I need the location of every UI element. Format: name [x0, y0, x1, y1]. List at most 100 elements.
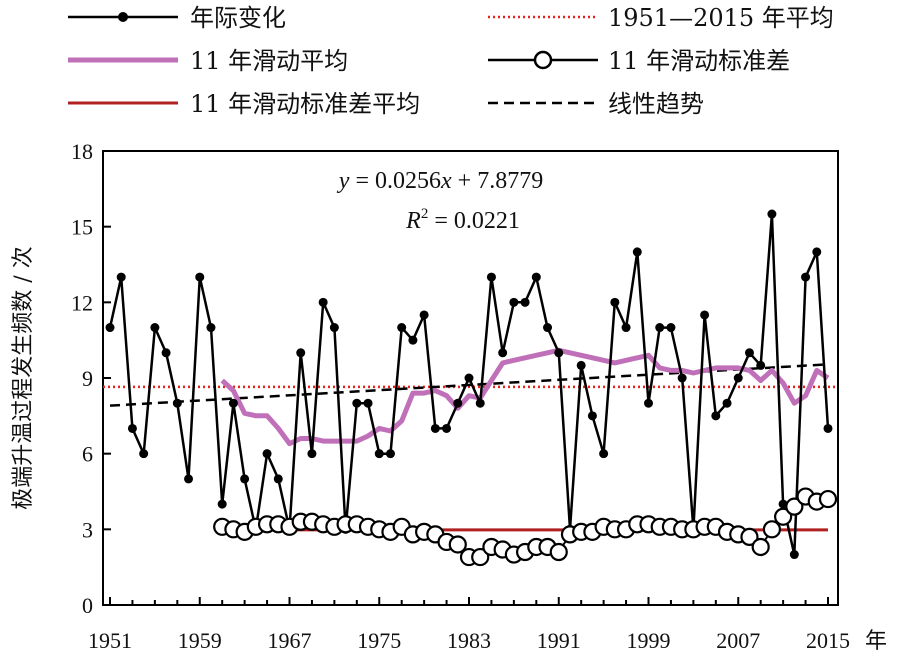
- annual-point: [296, 348, 306, 358]
- annual-point: [677, 373, 687, 383]
- r-squared: R2 = 0.0221: [405, 206, 520, 234]
- x-tick-label: 1967: [268, 628, 312, 653]
- annual-point: [195, 272, 205, 282]
- r2-r: R: [405, 208, 421, 234]
- annual-point: [430, 423, 440, 433]
- annual-point: [475, 398, 485, 408]
- moving-std-point: [549, 542, 568, 562]
- x-tick-label: 1983: [447, 628, 491, 653]
- annual-point: [150, 323, 160, 333]
- x-tick-label: 1959: [178, 628, 222, 653]
- x-tick-label: 2007: [716, 628, 760, 653]
- legend-item-annual: 年际变化: [68, 4, 286, 32]
- x-tick-label: 1951: [88, 628, 132, 653]
- annual-point: [240, 474, 250, 484]
- annual-point: [307, 449, 317, 459]
- y-tick-label: 3: [82, 517, 93, 542]
- annual-point: [767, 209, 777, 219]
- annual-point: [172, 398, 182, 408]
- eq-intercept: + 7.8779: [452, 168, 544, 194]
- annual-point: [105, 323, 115, 333]
- annual-point: [756, 360, 766, 370]
- legend-item-mean-period: 1951—2015 年平均: [488, 4, 834, 32]
- x-tick-label: 1975: [357, 628, 401, 653]
- y-tick-label: 6: [82, 442, 93, 467]
- annual-point: [744, 348, 754, 358]
- moving-std-point: [740, 527, 759, 547]
- annual-point: [228, 398, 238, 408]
- annual-point: [419, 310, 429, 320]
- annual-point: [318, 297, 328, 307]
- annual-point: [374, 449, 384, 459]
- legend-label-trend: 线性趋势: [608, 90, 704, 118]
- annual-point: [722, 398, 732, 408]
- annual-point: [498, 348, 508, 358]
- annual-point: [644, 398, 653, 408]
- annual-point: [599, 449, 609, 459]
- legend-label-annual: 年际变化: [190, 4, 286, 32]
- y-tick-label: 15: [71, 215, 93, 240]
- annual-point: [823, 423, 833, 433]
- annual-point: [184, 474, 194, 484]
- moving-std-point: [448, 535, 467, 554]
- annual-point: [139, 449, 149, 459]
- annual-point: [543, 323, 553, 333]
- legend-label-mean-period: 1951—2015 年平均: [608, 4, 834, 32]
- annual-point: [531, 272, 541, 282]
- moving-std-point: [471, 547, 490, 567]
- legend-item-trend: 线性趋势: [488, 90, 704, 118]
- r2-sup: 2: [421, 206, 429, 222]
- x-axis-unit-label: 年: [865, 628, 887, 653]
- legend-item-moving-std-mean: 11 年滑动标准差平均: [68, 90, 420, 118]
- eq-slope: = 0.0256: [349, 168, 441, 194]
- annual-point: [273, 474, 283, 484]
- annual-point: [520, 297, 530, 307]
- annual-point: [262, 449, 272, 459]
- x-tick-label: 1999: [627, 628, 671, 653]
- annual-point: [509, 297, 519, 307]
- annual-point: [217, 499, 227, 509]
- annual-point: [329, 323, 339, 333]
- annual-point: [442, 423, 452, 433]
- annual-point: [408, 335, 418, 345]
- annual-point: [587, 411, 597, 421]
- moving-avg-line: [220, 347, 830, 447]
- legend-label-moving-std-mean: 11 年滑动标准差平均: [190, 90, 420, 118]
- annual-point: [700, 310, 710, 320]
- annual-point: [127, 423, 137, 433]
- x-tick-label: 1991: [537, 628, 581, 653]
- y-tick-label: 18: [71, 139, 93, 164]
- moving-std-point: [785, 497, 804, 516]
- annual-point: [397, 323, 407, 333]
- annual-point: [453, 398, 463, 408]
- x-axis: 1951 1959 1967 1975 1983 1991 1999 2007 2015: [88, 597, 850, 653]
- legend-item-moving-avg: 11 年滑动平均: [68, 47, 348, 75]
- annual-point: [801, 272, 811, 282]
- annual-point: [116, 272, 126, 282]
- legend: 年际变化 1951—2015 年平均 11 年滑动平均 11 年滑动标准差 11…: [68, 4, 834, 118]
- annual-point: [812, 247, 822, 257]
- moving-std-point: [751, 537, 770, 557]
- annual-point: [733, 373, 743, 383]
- annual-point: [666, 323, 676, 333]
- y-tick-label: 12: [71, 290, 93, 315]
- legend-label-moving-avg: 11 年滑动平均: [190, 47, 348, 75]
- series-layer: [103, 209, 838, 567]
- moving-std-point: [818, 489, 838, 509]
- y-axis-label: 极端升温过程发生频数 / 次: [11, 246, 36, 509]
- annual-point: [655, 323, 665, 333]
- annual-point: [363, 398, 373, 408]
- moving-std-point: [762, 520, 782, 539]
- annual-point: [576, 360, 586, 370]
- annual-point: [385, 449, 395, 459]
- annual-point: [711, 411, 721, 421]
- annual-point: [554, 348, 564, 358]
- legend-label-moving-std: 11 年滑动标准差: [608, 47, 790, 75]
- annual-point: [621, 323, 631, 333]
- r2-value: = 0.0221: [428, 208, 520, 234]
- moving-std-point: [774, 507, 793, 526]
- annual-point: [789, 550, 799, 560]
- annual-point: [206, 323, 216, 333]
- trend-equation: y = 0.0256x + 7.8779: [337, 168, 543, 194]
